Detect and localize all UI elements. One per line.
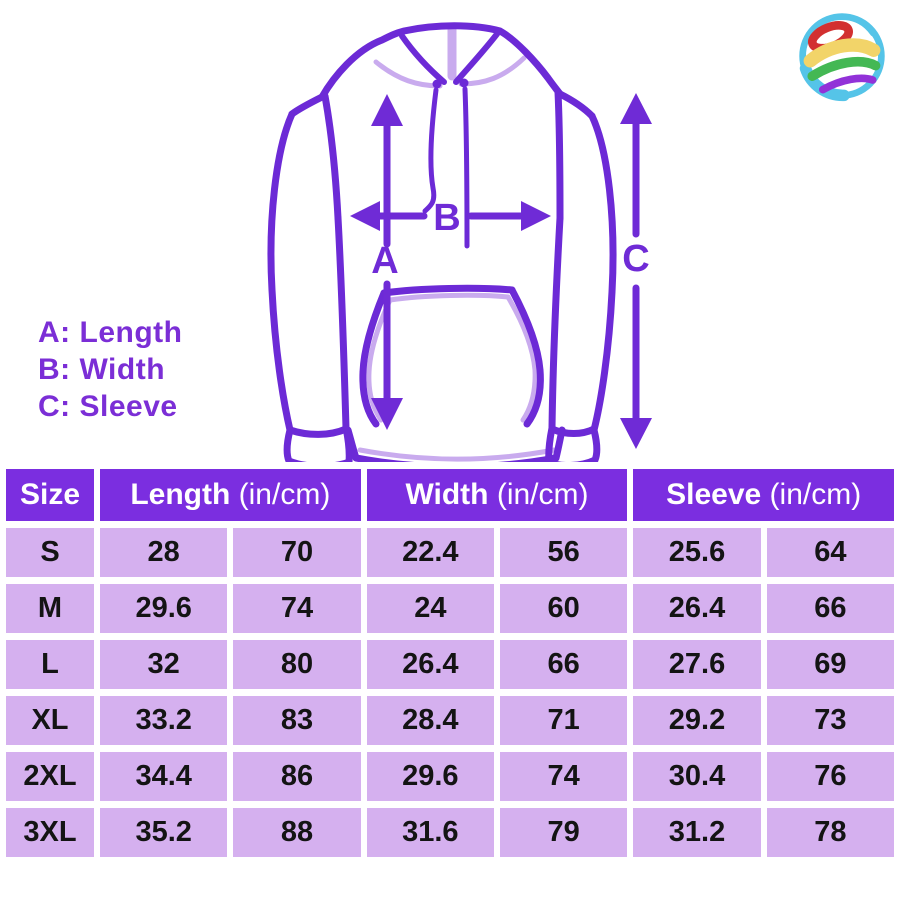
width-in-cell: 24 <box>366 584 494 633</box>
length-in-cell: 34.4 <box>100 752 228 801</box>
label-b: B <box>433 197 460 239</box>
column-header-length-unit: (in/cm) <box>238 478 331 511</box>
width-cm-cell: 79 <box>499 808 628 857</box>
measurement-diagram: A B C A: Length B: Width C: Sleeve <box>38 8 890 462</box>
length-cm-cell: 83 <box>233 696 361 745</box>
legend-line-b: B: Width <box>38 353 166 386</box>
hoodie-diagram-svg: A B C <box>267 22 652 462</box>
width-cm-cell: 56 <box>499 528 628 577</box>
column-header-width-name: Width <box>405 478 489 511</box>
sleeve-cm-cell: 66 <box>766 584 894 633</box>
column-header-sleeve: Sleeve (in/cm) <box>633 469 894 521</box>
legend-line-a: A: Length <box>38 316 183 349</box>
sleeve-cm-cell: 78 <box>766 808 894 857</box>
sleeve-cm-cell: 64 <box>766 528 894 577</box>
length-cm-cell: 74 <box>233 584 361 633</box>
table-row-xl: XL 33.2 83 28.4 71 29.2 73 <box>6 696 894 745</box>
length-in-cell: 28 <box>100 528 228 577</box>
column-header-length-name: Length <box>130 478 231 511</box>
sleeve-in-cell: 27.6 <box>633 640 761 689</box>
table-row-3xl: 3XL 35.2 88 31.6 79 31.2 78 <box>6 808 894 857</box>
table-row-s: S 28 70 22.4 56 25.6 64 <box>6 528 894 577</box>
table-row-l: L 32 80 26.4 66 27.6 69 <box>6 640 894 689</box>
size-cell: S <box>6 528 94 577</box>
sleeve-in-cell: 31.2 <box>633 808 761 857</box>
width-cm-cell: 60 <box>499 584 628 633</box>
column-header-size: Size <box>6 469 94 521</box>
length-cm-cell: 86 <box>233 752 361 801</box>
width-in-cell: 26.4 <box>366 640 494 689</box>
length-in-cell: 32 <box>100 640 228 689</box>
length-cm-cell: 88 <box>233 808 361 857</box>
width-in-cell: 28.4 <box>366 696 494 745</box>
hoodie-outline <box>267 22 617 462</box>
width-in-cell: 31.6 <box>366 808 494 857</box>
label-c: C <box>622 238 649 280</box>
length-in-cell: 29.6 <box>100 584 228 633</box>
sleeve-in-cell: 25.6 <box>633 528 761 577</box>
size-table-header: Size Length (in/cm) Width (in/cm) Sleeve… <box>6 469 894 521</box>
table-row-m: M 29.6 74 24 60 26.4 66 <box>6 584 894 633</box>
size-cell: XL <box>6 696 94 745</box>
size-cell: 2XL <box>6 752 94 801</box>
sleeve-cm-cell: 76 <box>766 752 894 801</box>
width-in-cell: 29.6 <box>366 752 494 801</box>
globe-swirl-icon <box>799 13 885 102</box>
length-in-cell: 33.2 <box>100 696 228 745</box>
size-cell: L <box>6 640 94 689</box>
column-header-length: Length (in/cm) <box>100 469 361 521</box>
column-header-sleeve-name: Sleeve <box>666 478 762 511</box>
measurement-arrows <box>372 116 640 424</box>
width-cm-cell: 74 <box>499 752 628 801</box>
column-header-width: Width (in/cm) <box>366 469 628 521</box>
arrowheads <box>350 93 652 449</box>
column-header-width-unit: (in/cm) <box>496 478 589 511</box>
sleeve-in-cell: 26.4 <box>633 584 761 633</box>
measurement-legend: A: Length B: Width C: Sleeve <box>38 314 182 425</box>
hoodie-accent-lines <box>357 23 557 462</box>
brand-logo <box>794 8 890 104</box>
size-cell: 3XL <box>6 808 94 857</box>
size-table: Size Length (in/cm) Width (in/cm) Sleeve… <box>0 462 900 864</box>
table-row-2xl: 2XL 34.4 86 29.6 74 30.4 76 <box>6 752 894 801</box>
sleeve-cm-cell: 73 <box>766 696 894 745</box>
drawstring-eyelets <box>432 78 469 89</box>
label-a: A <box>371 240 398 282</box>
sleeve-cm-cell: 69 <box>766 640 894 689</box>
legend-line-c: C: Sleeve <box>38 390 178 423</box>
width-in-cell: 22.4 <box>366 528 494 577</box>
width-cm-cell: 66 <box>499 640 628 689</box>
size-cell: M <box>6 584 94 633</box>
column-header-sleeve-unit: (in/cm) <box>769 478 862 511</box>
sleeve-in-cell: 30.4 <box>633 752 761 801</box>
sleeve-in-cell: 29.2 <box>633 696 761 745</box>
width-cm-cell: 71 <box>499 696 628 745</box>
arrow-labels: A B C <box>371 197 649 282</box>
length-in-cell: 35.2 <box>100 808 228 857</box>
length-cm-cell: 70 <box>233 528 361 577</box>
length-cm-cell: 80 <box>233 640 361 689</box>
